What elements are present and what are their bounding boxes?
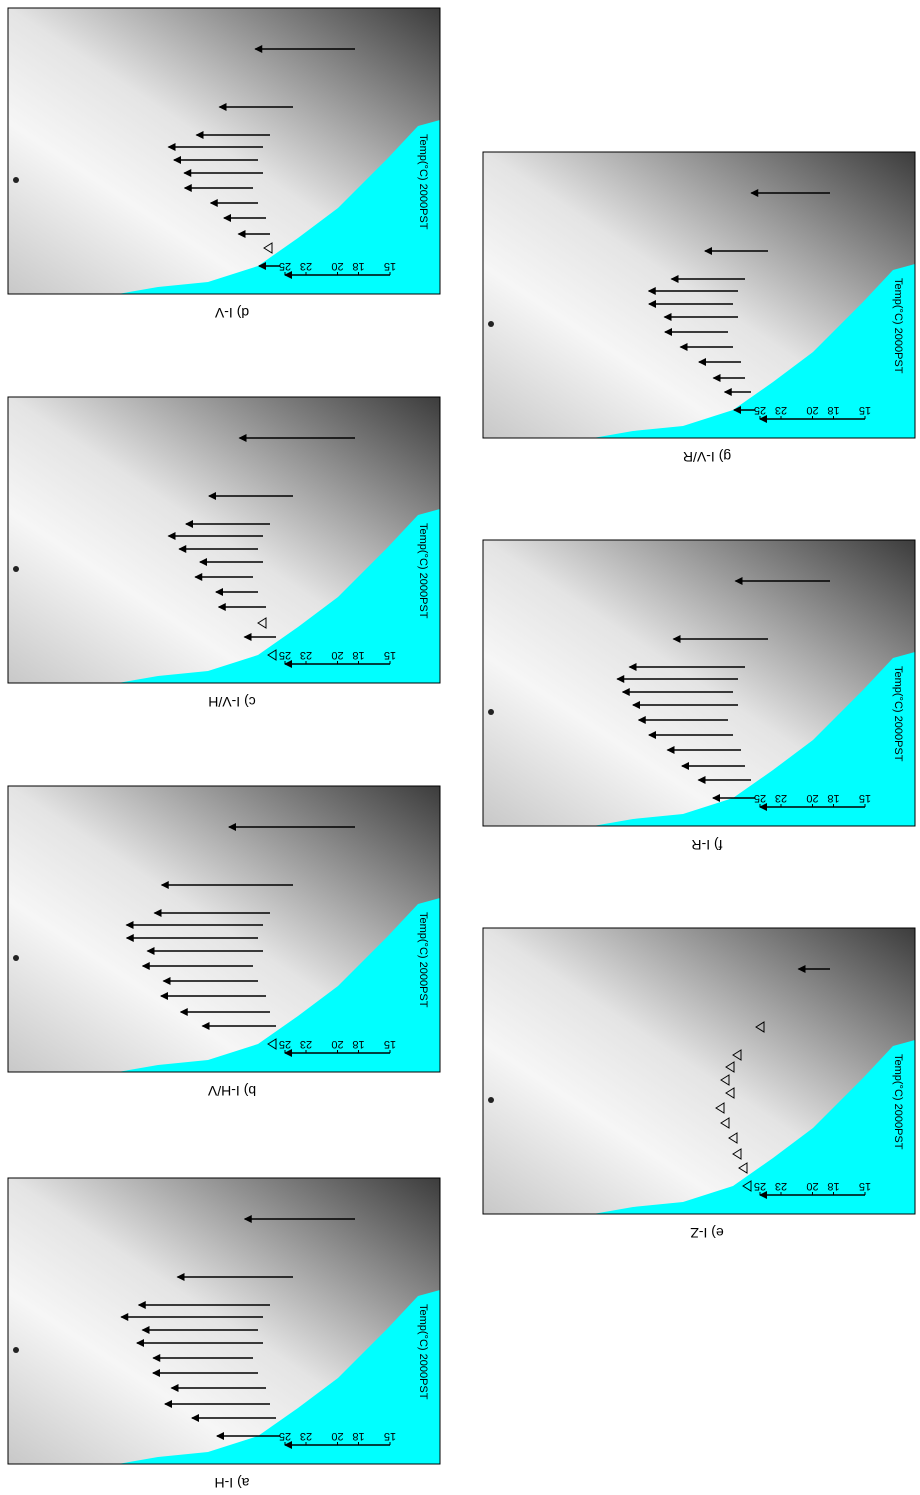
legend-tick-label: 25 [279,649,291,661]
city [488,709,494,715]
legend-tick-label: 20 [331,1038,343,1050]
map-panel: 25 23 20 18 15 Temp(°C) 2000PST d) I-V [8,8,440,321]
legend-tick-label: 15 [859,1180,871,1192]
legend-tick-label: 20 [806,792,818,804]
legend-tick-label: 18 [352,260,364,272]
legend-tick-label: 23 [300,649,312,661]
panel-label: c) I-V/H [208,694,255,710]
legend-tick-label: 23 [300,1038,312,1050]
city [488,321,494,327]
legend-title: Temp(°C) 2000PST [417,523,429,619]
legend-tick-label: 20 [331,1430,343,1442]
legend-tick-label: 25 [754,792,766,804]
legend-title: Temp(°C) 2000PST [417,134,429,230]
legend-tick-label: 23 [300,260,312,272]
map-panel: 25 23 20 18 15 Temp(°C) 2000PST b) I-H/V [8,786,440,1099]
legend-tick-label: 25 [279,260,291,272]
panel-label: e) I-Z [690,1225,724,1241]
legend-title: Temp(°C) 2000PST [892,278,904,374]
legend-tick-label: 18 [827,404,839,416]
legend-tick-label: 23 [300,1430,312,1442]
legend-title: Temp(°C) 2000PST [417,1304,429,1400]
legend-tick-label: 23 [775,1180,787,1192]
city [488,1097,494,1103]
map-panel: 25 23 20 18 15 Temp(°C) 2000PST g) I-V/R [483,152,915,465]
legend-tick-label: 23 [775,404,787,416]
legend-tick-label: 20 [806,404,818,416]
legend-tick-label: 18 [352,649,364,661]
legend-tick-label: 18 [827,792,839,804]
legend-tick-label: 20 [331,649,343,661]
city [13,955,19,961]
legend-tick-label: 15 [384,260,396,272]
map-panel: 25 23 20 18 15 Temp(°C) 2000PST c) I-V/H [8,397,440,710]
city [13,1347,19,1353]
map-panel: 25 23 20 18 15 Temp(°C) 2000PST a) I-H [8,1178,440,1490]
legend-tick-label: 23 [775,792,787,804]
legend-tick-label: 25 [754,1180,766,1192]
map-panel: 25 23 20 18 15 Temp(°C) 2000PST f) I-R [483,540,915,853]
map-panel: 25 23 20 18 15 Temp(°C) 2000PST e) I-Z [483,928,915,1241]
panel-label: b) I-H/V [207,1083,256,1099]
legend-tick-label: 18 [827,1180,839,1192]
legend-tick-label: 18 [352,1430,364,1442]
panel-label: d) I-V [214,305,249,321]
legend-title: Temp(°C) 2000PST [892,1054,904,1150]
legend-tick-label: 25 [279,1430,291,1442]
panel-label: f) I-R [691,837,722,853]
panel-label: a) I-H [215,1475,250,1490]
legend-tick-label: 25 [754,404,766,416]
figure: 25 23 20 18 15 Temp(°C) 2000PST a) I-H 25 23 20 18… [0,0,920,1490]
legend-tick-label: 15 [859,404,871,416]
legend-title: Temp(°C) 2000PST [417,912,429,1008]
legend-tick-label: 15 [859,792,871,804]
legend-tick-label: 15 [384,1430,396,1442]
legend-title: Temp(°C) 2000PST [892,666,904,762]
legend-tick-label: 15 [384,1038,396,1050]
legend-tick-label: 20 [331,260,343,272]
legend-tick-label: 15 [384,649,396,661]
legend-tick-label: 18 [352,1038,364,1050]
legend-tick-label: 25 [279,1038,291,1050]
legend-tick-label: 20 [806,1180,818,1192]
city [13,566,19,572]
panel-label: g) I-V/R [683,449,731,465]
city [13,177,19,183]
